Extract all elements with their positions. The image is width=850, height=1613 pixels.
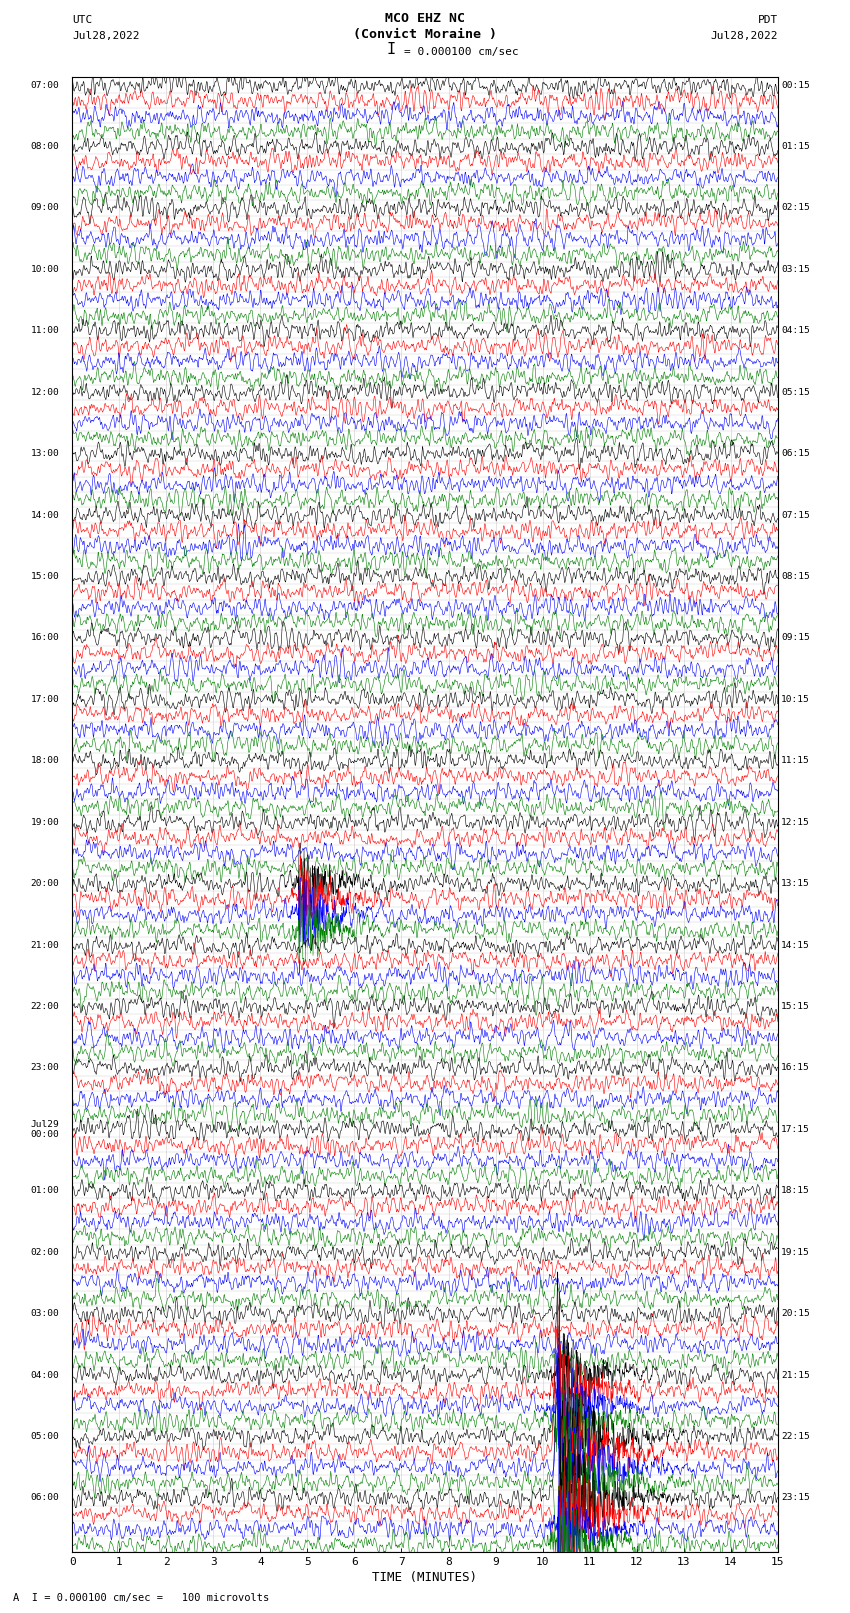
Text: MCO EHZ NC: MCO EHZ NC (385, 11, 465, 24)
Text: 00:15: 00:15 (781, 81, 810, 90)
Text: 10:15: 10:15 (781, 695, 810, 703)
Text: 20:15: 20:15 (781, 1310, 810, 1318)
Text: = 0.000100 cm/sec: = 0.000100 cm/sec (404, 47, 518, 58)
Text: 03:15: 03:15 (781, 265, 810, 274)
Text: 18:00: 18:00 (31, 756, 60, 765)
Text: 14:00: 14:00 (31, 511, 60, 519)
Text: 17:00: 17:00 (31, 695, 60, 703)
Text: 12:00: 12:00 (31, 387, 60, 397)
Text: I: I (387, 42, 395, 58)
Text: 04:00: 04:00 (31, 1371, 60, 1379)
Text: 23:00: 23:00 (31, 1063, 60, 1073)
Text: 18:15: 18:15 (781, 1186, 810, 1195)
Text: 19:00: 19:00 (31, 818, 60, 827)
Text: 13:00: 13:00 (31, 448, 60, 458)
Text: 09:00: 09:00 (31, 203, 60, 213)
Text: 09:15: 09:15 (781, 634, 810, 642)
Text: 07:15: 07:15 (781, 511, 810, 519)
Text: 19:15: 19:15 (781, 1248, 810, 1257)
Text: Jul29
00:00: Jul29 00:00 (31, 1119, 60, 1139)
Text: 22:00: 22:00 (31, 1002, 60, 1011)
Text: 11:15: 11:15 (781, 756, 810, 765)
Text: 21:15: 21:15 (781, 1371, 810, 1379)
Text: 22:15: 22:15 (781, 1432, 810, 1440)
Text: 10:00: 10:00 (31, 265, 60, 274)
Text: PDT: PDT (757, 15, 778, 24)
Text: 06:00: 06:00 (31, 1494, 60, 1502)
Text: 16:15: 16:15 (781, 1063, 810, 1073)
Text: 01:00: 01:00 (31, 1186, 60, 1195)
Text: 23:15: 23:15 (781, 1494, 810, 1502)
Text: 02:00: 02:00 (31, 1248, 60, 1257)
Text: Jul28,2022: Jul28,2022 (711, 31, 778, 40)
Text: 08:00: 08:00 (31, 142, 60, 152)
Text: 16:00: 16:00 (31, 634, 60, 642)
Text: 15:00: 15:00 (31, 573, 60, 581)
Text: 11:00: 11:00 (31, 326, 60, 336)
Text: 17:15: 17:15 (781, 1124, 810, 1134)
Text: 08:15: 08:15 (781, 573, 810, 581)
Text: 02:15: 02:15 (781, 203, 810, 213)
Text: 01:15: 01:15 (781, 142, 810, 152)
Text: 21:00: 21:00 (31, 940, 60, 950)
Text: 06:15: 06:15 (781, 448, 810, 458)
Text: 12:15: 12:15 (781, 818, 810, 827)
Text: 15:15: 15:15 (781, 1002, 810, 1011)
Text: 14:15: 14:15 (781, 940, 810, 950)
X-axis label: TIME (MINUTES): TIME (MINUTES) (372, 1571, 478, 1584)
Text: 07:00: 07:00 (31, 81, 60, 90)
Text: 20:00: 20:00 (31, 879, 60, 889)
Text: 03:00: 03:00 (31, 1310, 60, 1318)
Text: 04:15: 04:15 (781, 326, 810, 336)
Text: A  I = 0.000100 cm/sec =   100 microvolts: A I = 0.000100 cm/sec = 100 microvolts (13, 1594, 269, 1603)
Text: Jul28,2022: Jul28,2022 (72, 31, 139, 40)
Text: UTC: UTC (72, 15, 93, 24)
Text: 05:15: 05:15 (781, 387, 810, 397)
Text: 05:00: 05:00 (31, 1432, 60, 1440)
Text: (Convict Moraine ): (Convict Moraine ) (353, 27, 497, 40)
Text: 13:15: 13:15 (781, 879, 810, 889)
